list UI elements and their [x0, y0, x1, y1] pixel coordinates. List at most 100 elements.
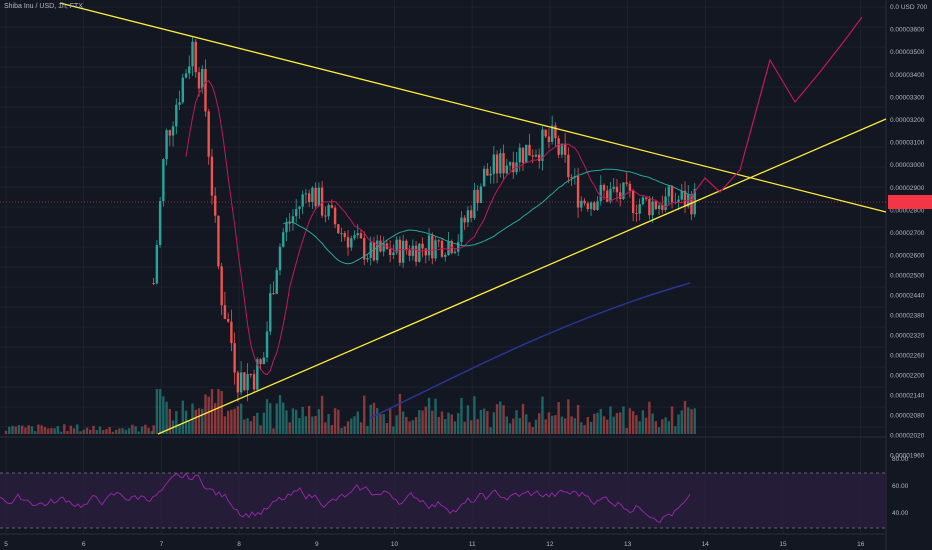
volume-bar	[17, 425, 21, 434]
volume-bar	[311, 416, 314, 434]
candle-body	[521, 147, 525, 163]
volume-bar	[648, 401, 651, 434]
volume-bar	[453, 421, 457, 434]
volume-bar	[421, 410, 424, 434]
candle-body	[204, 69, 207, 112]
volume-bar	[460, 397, 463, 434]
y-tick-label: 0.00002020	[890, 433, 925, 440]
x-tick-label: 12	[546, 541, 554, 548]
volume-bar	[249, 421, 253, 434]
volume-bar	[223, 416, 227, 434]
candle-body	[654, 201, 658, 209]
candle-body	[606, 190, 609, 202]
candle-body	[239, 372, 243, 393]
candle-body	[651, 201, 654, 216]
volume-bar	[301, 406, 304, 434]
volume-bar	[330, 425, 334, 434]
volume-bar	[43, 427, 47, 434]
candle-body	[317, 187, 321, 207]
y-tick-label: 0.00003300	[890, 94, 925, 101]
volume-bar	[664, 417, 667, 434]
candle-body	[324, 215, 327, 217]
y-tick-label: 0.00003000	[890, 162, 925, 169]
candle-body	[609, 188, 612, 202]
candle-body	[456, 242, 460, 252]
y-tick-label: 0.00002320	[890, 333, 925, 340]
volume-bar	[379, 414, 382, 434]
volume-bar	[657, 427, 661, 434]
candle-body	[184, 73, 188, 78]
volume-bar	[140, 426, 144, 434]
volume-bar	[343, 426, 346, 434]
candle-body	[424, 248, 427, 256]
candle-body	[405, 240, 408, 251]
candle-body	[175, 104, 178, 127]
volume-bar	[4, 430, 8, 434]
volume-bar	[424, 406, 427, 434]
volume-bar	[150, 431, 154, 434]
volume-bar	[14, 426, 17, 434]
y-tick-label: 0.00002800	[890, 207, 925, 214]
candle-body	[670, 186, 674, 203]
candle-body	[375, 240, 379, 261]
candle-body	[596, 201, 599, 210]
volume-bar	[134, 426, 137, 434]
y-tick-label: 0.00003400	[890, 72, 925, 79]
candle-body	[213, 195, 217, 216]
volume-bar	[147, 427, 150, 434]
volume-bar	[307, 405, 311, 434]
volume-bar	[538, 413, 541, 434]
y-tick-label: 0.00003200	[890, 117, 925, 124]
ma-medium-line	[283, 168, 695, 265]
volume-bar	[175, 411, 178, 434]
candle-body	[398, 239, 402, 263]
volume-bar	[230, 409, 233, 434]
candle-body	[343, 233, 346, 238]
candle-body	[197, 72, 201, 89]
candle-body	[395, 239, 398, 253]
volume-bar	[298, 418, 301, 434]
candle-body	[236, 372, 240, 393]
volume-bar	[405, 416, 408, 434]
volume-bar	[63, 424, 66, 434]
volume-bar	[554, 415, 557, 434]
candle-body	[499, 153, 502, 174]
volume-bar	[641, 410, 645, 434]
candle-body	[589, 202, 593, 210]
x-tick-label: 8	[237, 541, 241, 548]
y-tick-label: 0.00003600	[890, 27, 925, 34]
candle-body	[223, 305, 227, 319]
volume-bar	[366, 425, 369, 434]
volume-bar	[625, 427, 628, 434]
candle-body	[301, 194, 304, 207]
candle-body	[252, 374, 256, 390]
volume-bar	[677, 414, 680, 434]
volume-bar	[66, 431, 69, 434]
volume-bar	[246, 418, 249, 434]
volume-bar	[178, 424, 181, 434]
volume-bar	[92, 425, 95, 434]
volume-bar	[226, 410, 230, 434]
volume-bar	[392, 426, 395, 434]
volume-bar	[256, 412, 259, 434]
candle-body	[304, 193, 308, 195]
candle-body	[165, 130, 168, 160]
y-tick-label: 0.00002080	[890, 413, 925, 420]
volume-bar	[440, 411, 444, 434]
candle-body	[307, 193, 311, 203]
volume-bar	[210, 389, 214, 434]
volume-bar	[285, 410, 288, 434]
candle-body	[580, 200, 583, 208]
candle-body	[363, 238, 366, 260]
volume-bar	[411, 420, 415, 434]
projection-line	[689, 16, 863, 199]
x-tick-label: 9	[315, 541, 319, 548]
volume-bar	[398, 393, 402, 434]
candle-body	[615, 186, 619, 193]
candle-body	[544, 129, 547, 137]
candle-body	[460, 217, 463, 243]
volume-bar	[320, 395, 324, 434]
volume-bar	[431, 410, 434, 434]
candle-body	[217, 215, 220, 267]
